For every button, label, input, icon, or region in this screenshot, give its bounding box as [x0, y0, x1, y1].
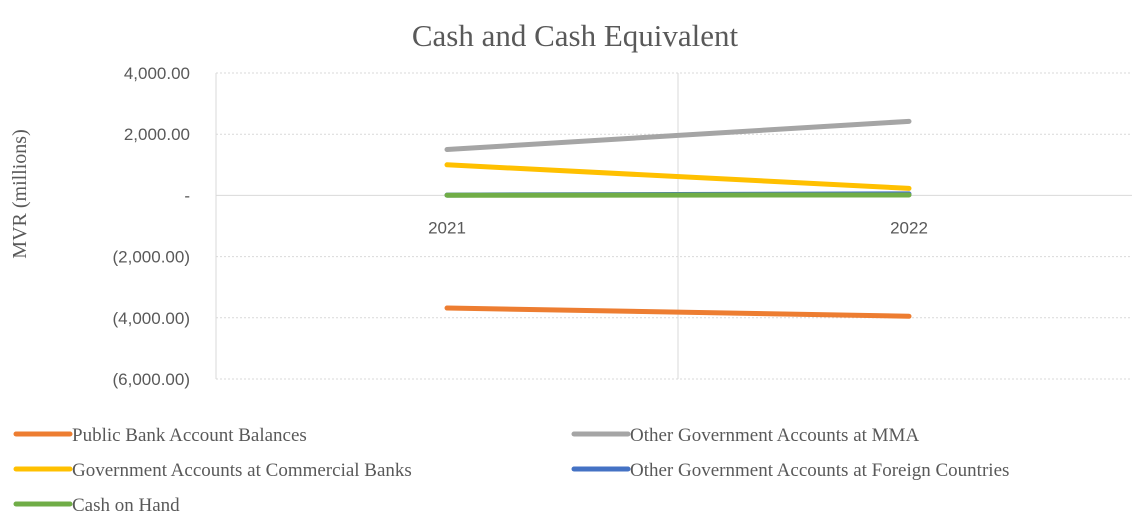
y-tick-label: 2,000.00 — [124, 125, 190, 144]
legend: Public Bank Account Balances Other Govern… — [13, 425, 1009, 513]
legend-label: Public Bank Account Balances — [72, 425, 307, 446]
y-tick-label: 4,000.00 — [124, 64, 190, 83]
series-line — [444, 162, 912, 191]
legend-label: Government Accounts at Commercial Banks — [72, 460, 412, 481]
plot-area: 4,000.00 2,000.00 - (2,000.00) (4,000.00) (6,… — [113, 64, 1132, 389]
series-line — [444, 305, 912, 319]
y-tick-label: (4,000.00) — [113, 309, 191, 328]
y-tick-label: - — [184, 186, 190, 205]
legend-label: Other Government Accounts at MMA — [630, 425, 919, 446]
legend-label: Other Government Accounts at Foreign Cou… — [630, 460, 1009, 481]
legend-label: Cash on Hand — [72, 495, 180, 513]
x-tick-label: 2022 — [890, 218, 928, 237]
x-tick-label: 2021 — [428, 218, 466, 237]
y-tick-label: (2,000.00) — [113, 248, 191, 267]
y-tick-label: (6,000.00) — [113, 370, 191, 389]
chart-title: Cash and Cash Equivalent — [412, 18, 739, 53]
y-axis-title: MVR (millions) — [9, 129, 31, 258]
series-line — [444, 118, 912, 152]
